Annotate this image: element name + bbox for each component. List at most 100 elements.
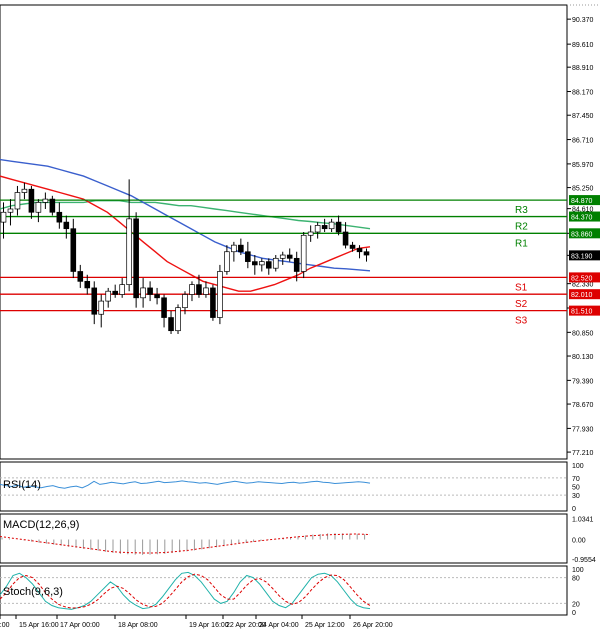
y-tick-label: 88.910 — [572, 65, 594, 72]
price-tag — [569, 211, 600, 222]
stoch-tick-label: 80 — [572, 576, 580, 583]
candle-body — [119, 284, 125, 295]
y-tick-label: 80.130 — [572, 354, 594, 361]
candle-body — [28, 188, 35, 213]
candle-body — [328, 221, 335, 230]
candle-body — [245, 251, 251, 262]
price-tag-label: 82.520 — [571, 275, 593, 282]
price-tag — [569, 195, 600, 206]
candle-body — [203, 287, 209, 295]
y-tick-label: 77.930 — [572, 426, 594, 433]
y-tick-label: 79.390 — [572, 378, 594, 385]
candle-body — [133, 218, 139, 299]
ma-red-line — [0, 175, 371, 292]
y-tick-label: 84.610 — [572, 207, 594, 214]
panel-frame-1 — [0, 461, 568, 512]
candle-body — [70, 228, 77, 272]
candle-body — [196, 284, 202, 295]
stoch-tick-label: 0 — [572, 610, 576, 617]
candle-body — [126, 218, 132, 285]
x-tick-label: 16:00 — [0, 622, 10, 629]
price-tag-label: 82.010 — [571, 292, 593, 299]
candle-body — [189, 284, 195, 295]
price-tag-label: 83.190 — [571, 253, 593, 260]
candle-body — [224, 251, 230, 272]
candle-body — [363, 251, 370, 256]
candle-body — [21, 188, 28, 193]
stoch-tick-label: 100 — [572, 567, 584, 574]
x-tick-label: 18 Apr 08:00 — [118, 622, 158, 629]
candle-body — [182, 294, 188, 309]
candle-body — [161, 297, 167, 318]
level-label-r2: R2 — [515, 222, 528, 233]
x-tick-label: 19 Apr 16:00 — [189, 622, 229, 629]
rsi-tick-label: 50 — [572, 485, 580, 492]
candle-body — [293, 257, 300, 272]
y-tick-label: 86.710 — [572, 138, 594, 145]
rsi-line — [0, 480, 371, 489]
candle-body — [35, 202, 42, 213]
candle-body — [154, 294, 160, 299]
candle-body — [286, 254, 293, 259]
candle-body — [210, 287, 216, 318]
price-tag-label: 84.370 — [571, 215, 593, 222]
candle-body — [105, 290, 112, 302]
candle-body — [300, 234, 307, 272]
price-tag — [569, 228, 600, 239]
candle-body — [231, 244, 237, 253]
rsi-tick-label: 70 — [572, 476, 580, 483]
x-tick-label: 26 Apr 20:00 — [353, 622, 393, 629]
y-tick-label: 82.330 — [572, 282, 594, 289]
macd-tick-label: 1.0341 — [572, 516, 594, 523]
candle-body — [14, 192, 21, 210]
candle-body — [252, 261, 258, 266]
price-tag — [569, 289, 600, 300]
candle-body — [91, 287, 98, 315]
candle-body — [112, 290, 118, 295]
price-tag — [569, 250, 600, 261]
stoch-title: Stoch(9,6,3) — [3, 586, 63, 598]
macd-tick-label: 0.00 — [572, 538, 586, 545]
price-tag-label: 83.860 — [571, 231, 593, 238]
price-tag — [569, 305, 600, 316]
level-label-s2: S2 — [515, 299, 528, 310]
candle-body — [265, 261, 272, 269]
candle-body — [238, 244, 244, 253]
candle-body — [140, 287, 146, 299]
candle-body — [0, 211, 7, 223]
y-tick-label: 87.450 — [572, 113, 594, 120]
stoch-d-line — [0, 573, 371, 609]
rsi-tick-label: 30 — [572, 493, 580, 500]
rsi-tick-label: 100 — [572, 463, 584, 470]
candle-body — [314, 225, 321, 233]
candle-body — [84, 280, 91, 289]
stoch-k-line — [0, 571, 371, 610]
level-label-r3: R3 — [515, 205, 528, 216]
y-tick-label: 77.210 — [572, 450, 594, 457]
level-label-s3: S3 — [515, 316, 528, 327]
candle-body — [175, 307, 181, 332]
candle-body — [98, 300, 105, 315]
x-tick-label: 25 Apr 12:00 — [305, 622, 345, 629]
y-tick-label: 85.970 — [572, 162, 594, 169]
x-tick-label: 24 Apr 04:00 — [259, 622, 299, 629]
candle-body — [342, 231, 349, 246]
candle-body — [7, 208, 14, 213]
level-label-r1: R1 — [515, 238, 528, 249]
macd-title: MACD(12,26,9) — [3, 519, 79, 531]
macd-tick-label: -0.9554 — [572, 557, 596, 564]
panel-frame-0 — [0, 4, 568, 460]
candle-body — [321, 225, 328, 230]
rsi-tick-label: 0 — [572, 506, 576, 513]
price-tag-label: 81.510 — [571, 309, 593, 316]
candle-body — [272, 257, 279, 269]
candle-body — [77, 271, 84, 282]
y-tick-label: 80.850 — [572, 330, 594, 337]
candle-body — [335, 221, 342, 233]
panel-frame-3 — [0, 565, 568, 616]
ma-blue-line — [0, 158, 371, 272]
y-tick-label: 85.250 — [572, 186, 594, 193]
candle-body — [63, 221, 70, 230]
